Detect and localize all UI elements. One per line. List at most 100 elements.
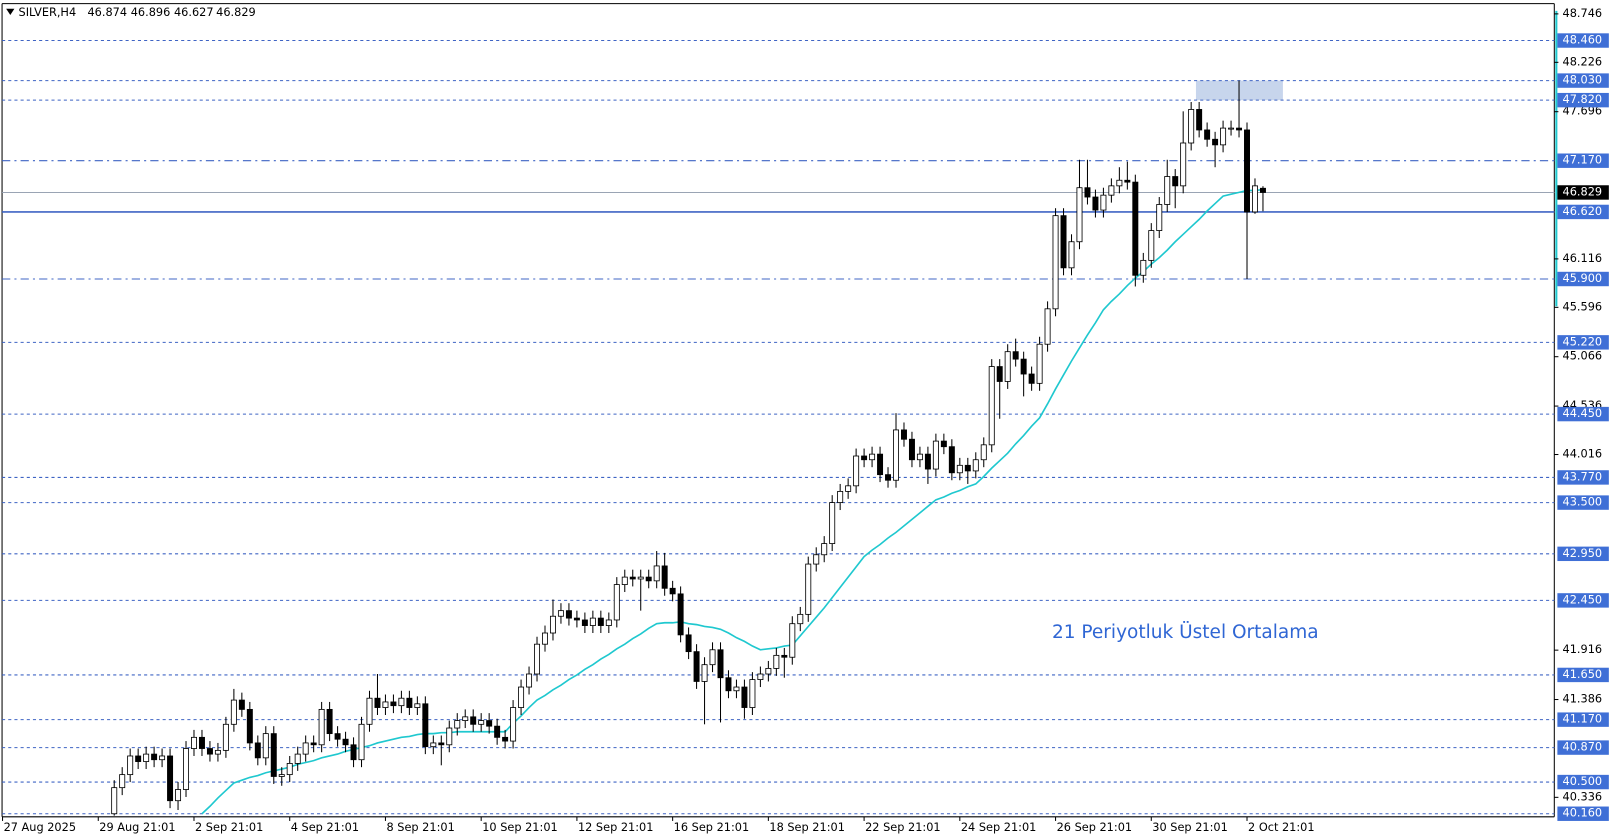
x-tick-label: 30 Sep 21:01 — [1152, 820, 1228, 834]
level-label: 47.170 — [1563, 153, 1603, 167]
level-label: 40.500 — [1563, 774, 1603, 788]
y-tick-label: 44.016 — [1563, 447, 1603, 461]
candle-body — [940, 440, 947, 448]
x-tick-label: 2 Sep 21:01 — [195, 820, 263, 834]
level-label-box — [1557, 406, 1609, 422]
candle-body — [310, 742, 317, 746]
candle-body — [725, 677, 732, 692]
level-label: 44.450 — [1563, 406, 1603, 420]
candle-body — [1228, 127, 1235, 130]
level-label: 48.030 — [1563, 73, 1603, 87]
candle-body — [222, 723, 229, 751]
candle-body — [757, 673, 764, 680]
candle-body — [183, 748, 190, 790]
candle-body — [637, 576, 644, 580]
candle-body — [334, 733, 341, 740]
level-label-box — [1557, 712, 1609, 727]
level-label-box — [1557, 271, 1609, 287]
candle-body — [653, 565, 660, 582]
y-tick-label: 40.336 — [1563, 789, 1603, 803]
candle-body — [613, 584, 620, 621]
candle-body — [1124, 179, 1131, 183]
candle-body — [1252, 185, 1258, 213]
candle-body — [294, 753, 301, 764]
candle-body — [1068, 241, 1075, 269]
level-label: 48.460 — [1563, 33, 1603, 47]
candle-body — [980, 444, 987, 461]
candle-body — [398, 697, 405, 707]
candle-body — [781, 654, 788, 658]
candle-body — [621, 576, 628, 585]
candle-body — [829, 502, 836, 544]
candle-body — [422, 703, 429, 748]
level-label: 46.620 — [1563, 204, 1603, 218]
candle-body — [741, 686, 748, 708]
candle-body — [1196, 109, 1203, 131]
candle-body — [350, 744, 357, 761]
y-tick-label: 45.066 — [1563, 349, 1603, 363]
candle-body — [1060, 215, 1067, 269]
level-label: 40.870 — [1563, 740, 1603, 754]
candle-body — [861, 455, 868, 461]
level-label-box — [1557, 667, 1609, 683]
level-label-box — [1557, 495, 1609, 510]
level-label: 43.500 — [1563, 495, 1603, 509]
candle-body — [127, 755, 134, 776]
candle-body — [645, 576, 652, 582]
level-label-box — [1557, 593, 1609, 608]
candle-body — [853, 455, 860, 487]
candle-body — [1220, 127, 1227, 146]
candle-body — [326, 708, 333, 735]
candle-body — [206, 748, 213, 755]
candle-body — [510, 707, 517, 742]
candle-body — [805, 563, 812, 615]
candle-body — [414, 703, 421, 708]
annotation: 21 Periyotluk Üstel Ortalama — [1052, 620, 1319, 643]
candle-body — [246, 708, 253, 744]
x-tick-label: 18 Sep 21:01 — [769, 820, 845, 834]
candle-body — [486, 720, 493, 727]
candle-body — [1180, 142, 1187, 187]
candle-body — [1036, 343, 1043, 384]
candle-body — [542, 632, 548, 645]
candle-body — [1116, 179, 1123, 187]
candle-body — [1092, 196, 1099, 211]
x-tick-label: 16 Sep 21:01 — [674, 820, 750, 834]
candle-body — [526, 673, 533, 688]
level-label: 41.170 — [1563, 712, 1603, 726]
candle-body — [502, 736, 509, 742]
candle-body — [254, 742, 261, 759]
candle-body — [135, 755, 142, 762]
y-tick-label: 48.226 — [1563, 54, 1603, 68]
level-label: 42.450 — [1563, 592, 1603, 606]
candle-body — [454, 720, 461, 729]
candle-body — [988, 366, 995, 446]
candle-body — [358, 723, 365, 761]
candle-body — [111, 787, 118, 815]
candle-body — [1084, 187, 1091, 198]
candle-body — [877, 453, 884, 476]
candle-body — [191, 736, 197, 749]
header-open: 46.874 — [87, 5, 127, 19]
candle-body — [1204, 129, 1211, 140]
y-tick-label: 41.386 — [1563, 692, 1603, 706]
candle-body — [1044, 308, 1051, 345]
candle-body — [669, 587, 676, 595]
candle-body — [1236, 127, 1243, 131]
candle-body — [677, 593, 684, 636]
candle-body — [749, 679, 756, 708]
candle-body — [932, 440, 939, 470]
level-label: 40.160 — [1563, 806, 1603, 820]
candle-body — [717, 649, 724, 679]
level-label: 41.650 — [1563, 667, 1603, 681]
candle-body — [286, 763, 293, 776]
candle-body — [470, 716, 477, 725]
level-label: 43.770 — [1563, 469, 1603, 483]
candle-body — [797, 613, 804, 625]
x-tick-label: 22 Sep 21:01 — [865, 820, 941, 834]
candle-body — [1012, 351, 1019, 360]
level-label-box — [1557, 153, 1609, 168]
candle-body — [1140, 259, 1147, 276]
level-label-box — [1557, 546, 1609, 562]
